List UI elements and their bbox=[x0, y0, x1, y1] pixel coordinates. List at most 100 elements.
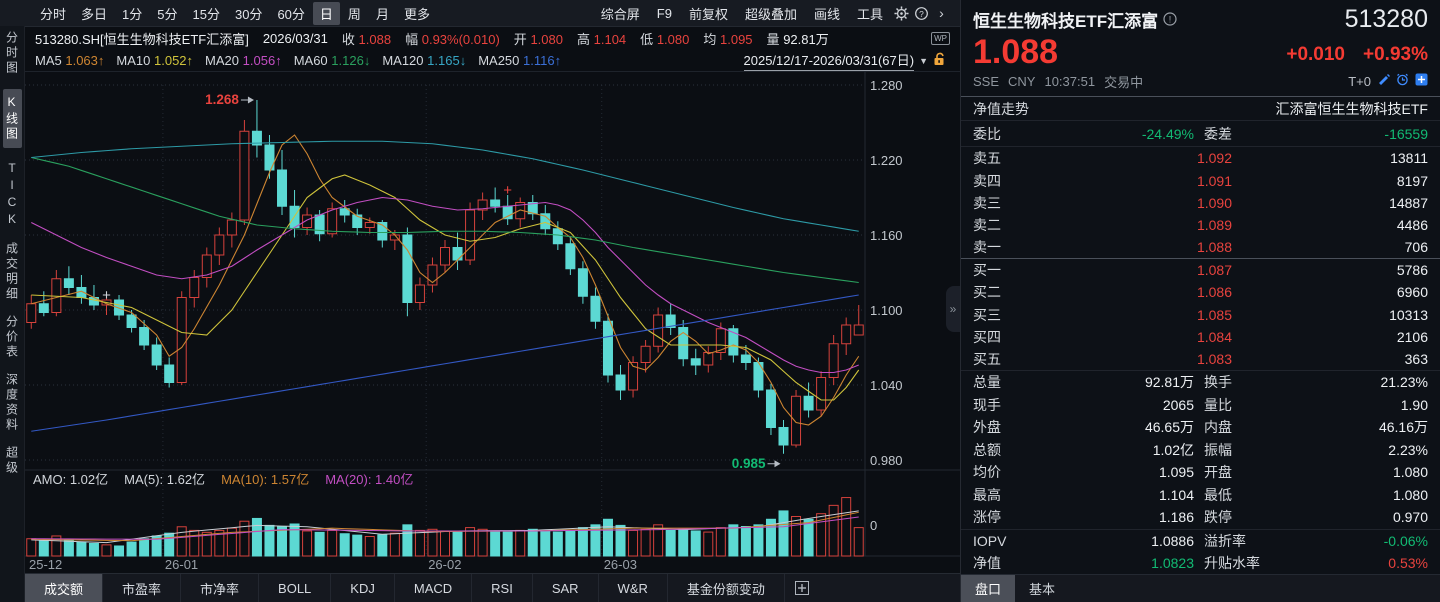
indicator-tab-shiyinglv[interactable]: 市盈率 bbox=[103, 574, 182, 602]
period-tab-day[interactable]: 日 bbox=[312, 1, 340, 25]
period-tab-30min[interactable]: 30分 bbox=[234, 6, 263, 22]
indicator-tab-sar[interactable]: SAR bbox=[533, 574, 599, 602]
kline-chart-area[interactable]: 1.280 1.220 1.160 1.100 1.040 0.980 25-12 26-01… bbox=[25, 72, 960, 573]
ma10-legend: MA10 1.052↑ bbox=[116, 53, 194, 68]
ma-line-MA250 bbox=[31, 294, 859, 432]
info-icon[interactable]: ! bbox=[1163, 12, 1177, 26]
ask-row-1[interactable]: 卖一 1.088 706 bbox=[973, 239, 1428, 256]
period-tab-more[interactable]: 更多 bbox=[403, 6, 430, 22]
stat-row-lot: 现手 2065 量比 1.90 bbox=[973, 396, 1428, 413]
sidebar-item-kxiantu[interactable]: K线图 bbox=[2, 89, 22, 148]
indicator-tab-boll[interactable]: BOLL bbox=[259, 574, 332, 602]
indicator-tab-rsi[interactable]: RSI bbox=[472, 574, 533, 602]
indicator-tab-chengjiaoe[interactable]: 成交额 bbox=[25, 574, 104, 602]
composite-screen-button[interactable]: 综合屏 bbox=[600, 6, 640, 22]
market-status: 交易中 bbox=[1104, 74, 1144, 90]
gear-icon[interactable] bbox=[893, 5, 910, 22]
date-range-control[interactable]: 2025/12/17-2026/03/31(67日) ▼ bbox=[743, 50, 961, 71]
last-price: 1.088 bbox=[973, 32, 1059, 71]
period-tab-60min[interactable]: 60分 bbox=[277, 6, 305, 22]
lock-open-icon[interactable] bbox=[933, 52, 946, 69]
sidebar-item-chengjiaomingxi[interactable]: 成交明细 bbox=[4, 242, 19, 302]
stat-row-volume: 总量 92.81万 换手 21.23% bbox=[973, 374, 1428, 391]
chevron-down-icon[interactable]: ▼ bbox=[919, 55, 928, 66]
ask-row-2[interactable]: 卖二 1.089 4486 bbox=[973, 216, 1428, 233]
kline-chart-svg[interactable]: 1.280 1.220 1.160 1.100 1.040 0.980 25-12 26-01… bbox=[25, 72, 960, 573]
add-indicator-button[interactable] bbox=[785, 574, 819, 602]
volume-indicator-legend: AMO: 1.02亿 MA(5): 1.62亿 MA(10): 1.57亿 MA… bbox=[33, 469, 413, 487]
tab-pankou[interactable]: 盘口 bbox=[961, 575, 1016, 602]
edit-icon[interactable] bbox=[1377, 73, 1390, 89]
svg-text:!: ! bbox=[1169, 14, 1172, 24]
indicator-tab-fene[interactable]: 基金份额变动 bbox=[668, 574, 785, 602]
ask-row-5[interactable]: 卖五 1.092 13811 bbox=[973, 150, 1428, 167]
chevron-right-icon[interactable]: › bbox=[939, 5, 944, 21]
svg-text:?: ? bbox=[919, 8, 924, 18]
grid-lines: 1.280 1.220 1.160 1.100 1.040 0.980 25-12 26-01… bbox=[25, 78, 903, 572]
toolbar-actions: 综合屏 F9 前复权 超级叠加 画线 工具 bbox=[594, 2, 960, 25]
period-tab-1min[interactable]: 1分 bbox=[122, 6, 143, 22]
price-row: 1.088 +0.010 +0.93% bbox=[961, 33, 1440, 69]
ma250-legend: MA250 1.116↑ bbox=[478, 53, 562, 68]
svg-text:26-01: 26-01 bbox=[165, 557, 198, 572]
bid-row-4[interactable]: 买四 1.084 2106 bbox=[973, 328, 1428, 345]
ask-row-4[interactable]: 卖四 1.091 8197 bbox=[973, 172, 1428, 189]
indicator-tab-kdj[interactable]: KDJ bbox=[331, 574, 395, 602]
bid-row-5[interactable]: 买五 1.083 363 bbox=[973, 351, 1428, 368]
nav-value-row: 净值 1.0823 升贴水率 0.53% bbox=[973, 554, 1428, 571]
period-tab-week[interactable]: 周 bbox=[347, 6, 361, 22]
wp-badge-icon[interactable]: WP bbox=[931, 31, 950, 45]
bid-row-1[interactable]: 买一 1.087 5786 bbox=[973, 262, 1428, 279]
price-change: +0.010 bbox=[1286, 43, 1346, 65]
sidebar-item-tick[interactable]: TICK bbox=[5, 161, 19, 229]
tools-button[interactable]: 工具 bbox=[856, 6, 883, 22]
bid-row-3[interactable]: 买三 1.085 10313 bbox=[973, 306, 1428, 323]
vol-ma10-label: MA(10): 1.57亿 bbox=[221, 471, 310, 487]
nav-trend-row[interactable]: 净值走势 汇添富恒生生物科技ETF bbox=[961, 97, 1440, 121]
period-tab-month[interactable]: 月 bbox=[375, 6, 389, 22]
symbol-label[interactable]: 513280.SH[恒生生物科技ETF汇添富] bbox=[35, 31, 249, 47]
period-tab-duori[interactable]: 多日 bbox=[81, 6, 108, 22]
stat-row-high-low: 最高 1.104 最低 1.080 bbox=[973, 486, 1428, 503]
forward-adjust-button[interactable]: 前复权 bbox=[688, 6, 728, 22]
indicator-tab-macd[interactable]: MACD bbox=[395, 574, 473, 602]
add-to-watchlist-icon[interactable] bbox=[1415, 73, 1428, 89]
avg-field: 均 1.095 bbox=[703, 31, 753, 47]
stat-row-avg-open: 均价 1.095 开盘 1.080 bbox=[973, 464, 1428, 481]
draw-line-button[interactable]: 画线 bbox=[813, 6, 840, 22]
alarm-icon[interactable] bbox=[1396, 73, 1409, 89]
indicator-tab-wr[interactable]: W&R bbox=[599, 574, 668, 602]
vol-ma-line-VMA20 bbox=[31, 516, 859, 540]
period-tab-15min[interactable]: 15分 bbox=[192, 6, 220, 22]
f9-button[interactable]: F9 bbox=[656, 5, 672, 21]
security-name: 恒生生物科技ETF汇添富 bbox=[973, 11, 1159, 31]
stat-row-inner-outer: 外盘 46.65万 内盘 46.16万 bbox=[973, 419, 1428, 436]
sidebar-item-shenduziliao[interactable]: 深度资料 bbox=[4, 373, 19, 433]
panel-tab-bar: 盘口 基本 bbox=[961, 574, 1440, 602]
bid-row-2[interactable]: 买二 1.086 6960 bbox=[973, 284, 1428, 301]
svg-text:25-12: 25-12 bbox=[29, 557, 62, 572]
ma-line-MA120 bbox=[31, 140, 859, 232]
period-tab-5min[interactable]: 5分 bbox=[157, 6, 178, 22]
svg-text:1.160: 1.160 bbox=[870, 228, 903, 243]
date-range-text[interactable]: 2025/12/17-2026/03/31(67日) bbox=[743, 50, 915, 71]
change-group: +0.010 +0.93% bbox=[1286, 44, 1428, 69]
iopv-row: IOPV 1.0886 溢折率 -0.06% bbox=[973, 532, 1428, 549]
indicator-tab-bar: 成交额 市盈率 市净率 BOLL KDJ MACD RSI SAR W&R 基金… bbox=[25, 573, 960, 602]
period-tab-fenshi[interactable]: 分时 bbox=[40, 6, 67, 22]
tab-jiben[interactable]: 基本 bbox=[1029, 582, 1056, 598]
sidebar-item-chaoji[interactable]: 超级 bbox=[4, 446, 19, 476]
sidebar-item-fenshitu[interactable]: 分时图 bbox=[4, 31, 19, 76]
ma120-legend: MA120 1.165↓ bbox=[382, 53, 467, 68]
super-overlay-button[interactable]: 超级叠加 bbox=[744, 6, 797, 22]
svg-text:1.100: 1.100 bbox=[870, 303, 903, 318]
quick-actions: T+0 bbox=[1348, 73, 1428, 89]
quote-time: 10:37:51 bbox=[1044, 73, 1096, 89]
help-icon[interactable]: ? bbox=[913, 5, 930, 22]
low-field: 低 1.080 bbox=[640, 31, 690, 47]
ask-row-3[interactable]: 卖三 1.090 14887 bbox=[973, 194, 1428, 211]
indicator-tab-shijinglv[interactable]: 市净率 bbox=[181, 574, 260, 602]
sidebar-item-fenjiabiao[interactable]: 分价表 bbox=[4, 315, 19, 360]
panel-collapse-handle[interactable]: » bbox=[946, 286, 960, 332]
svg-text:26-03: 26-03 bbox=[604, 557, 637, 572]
